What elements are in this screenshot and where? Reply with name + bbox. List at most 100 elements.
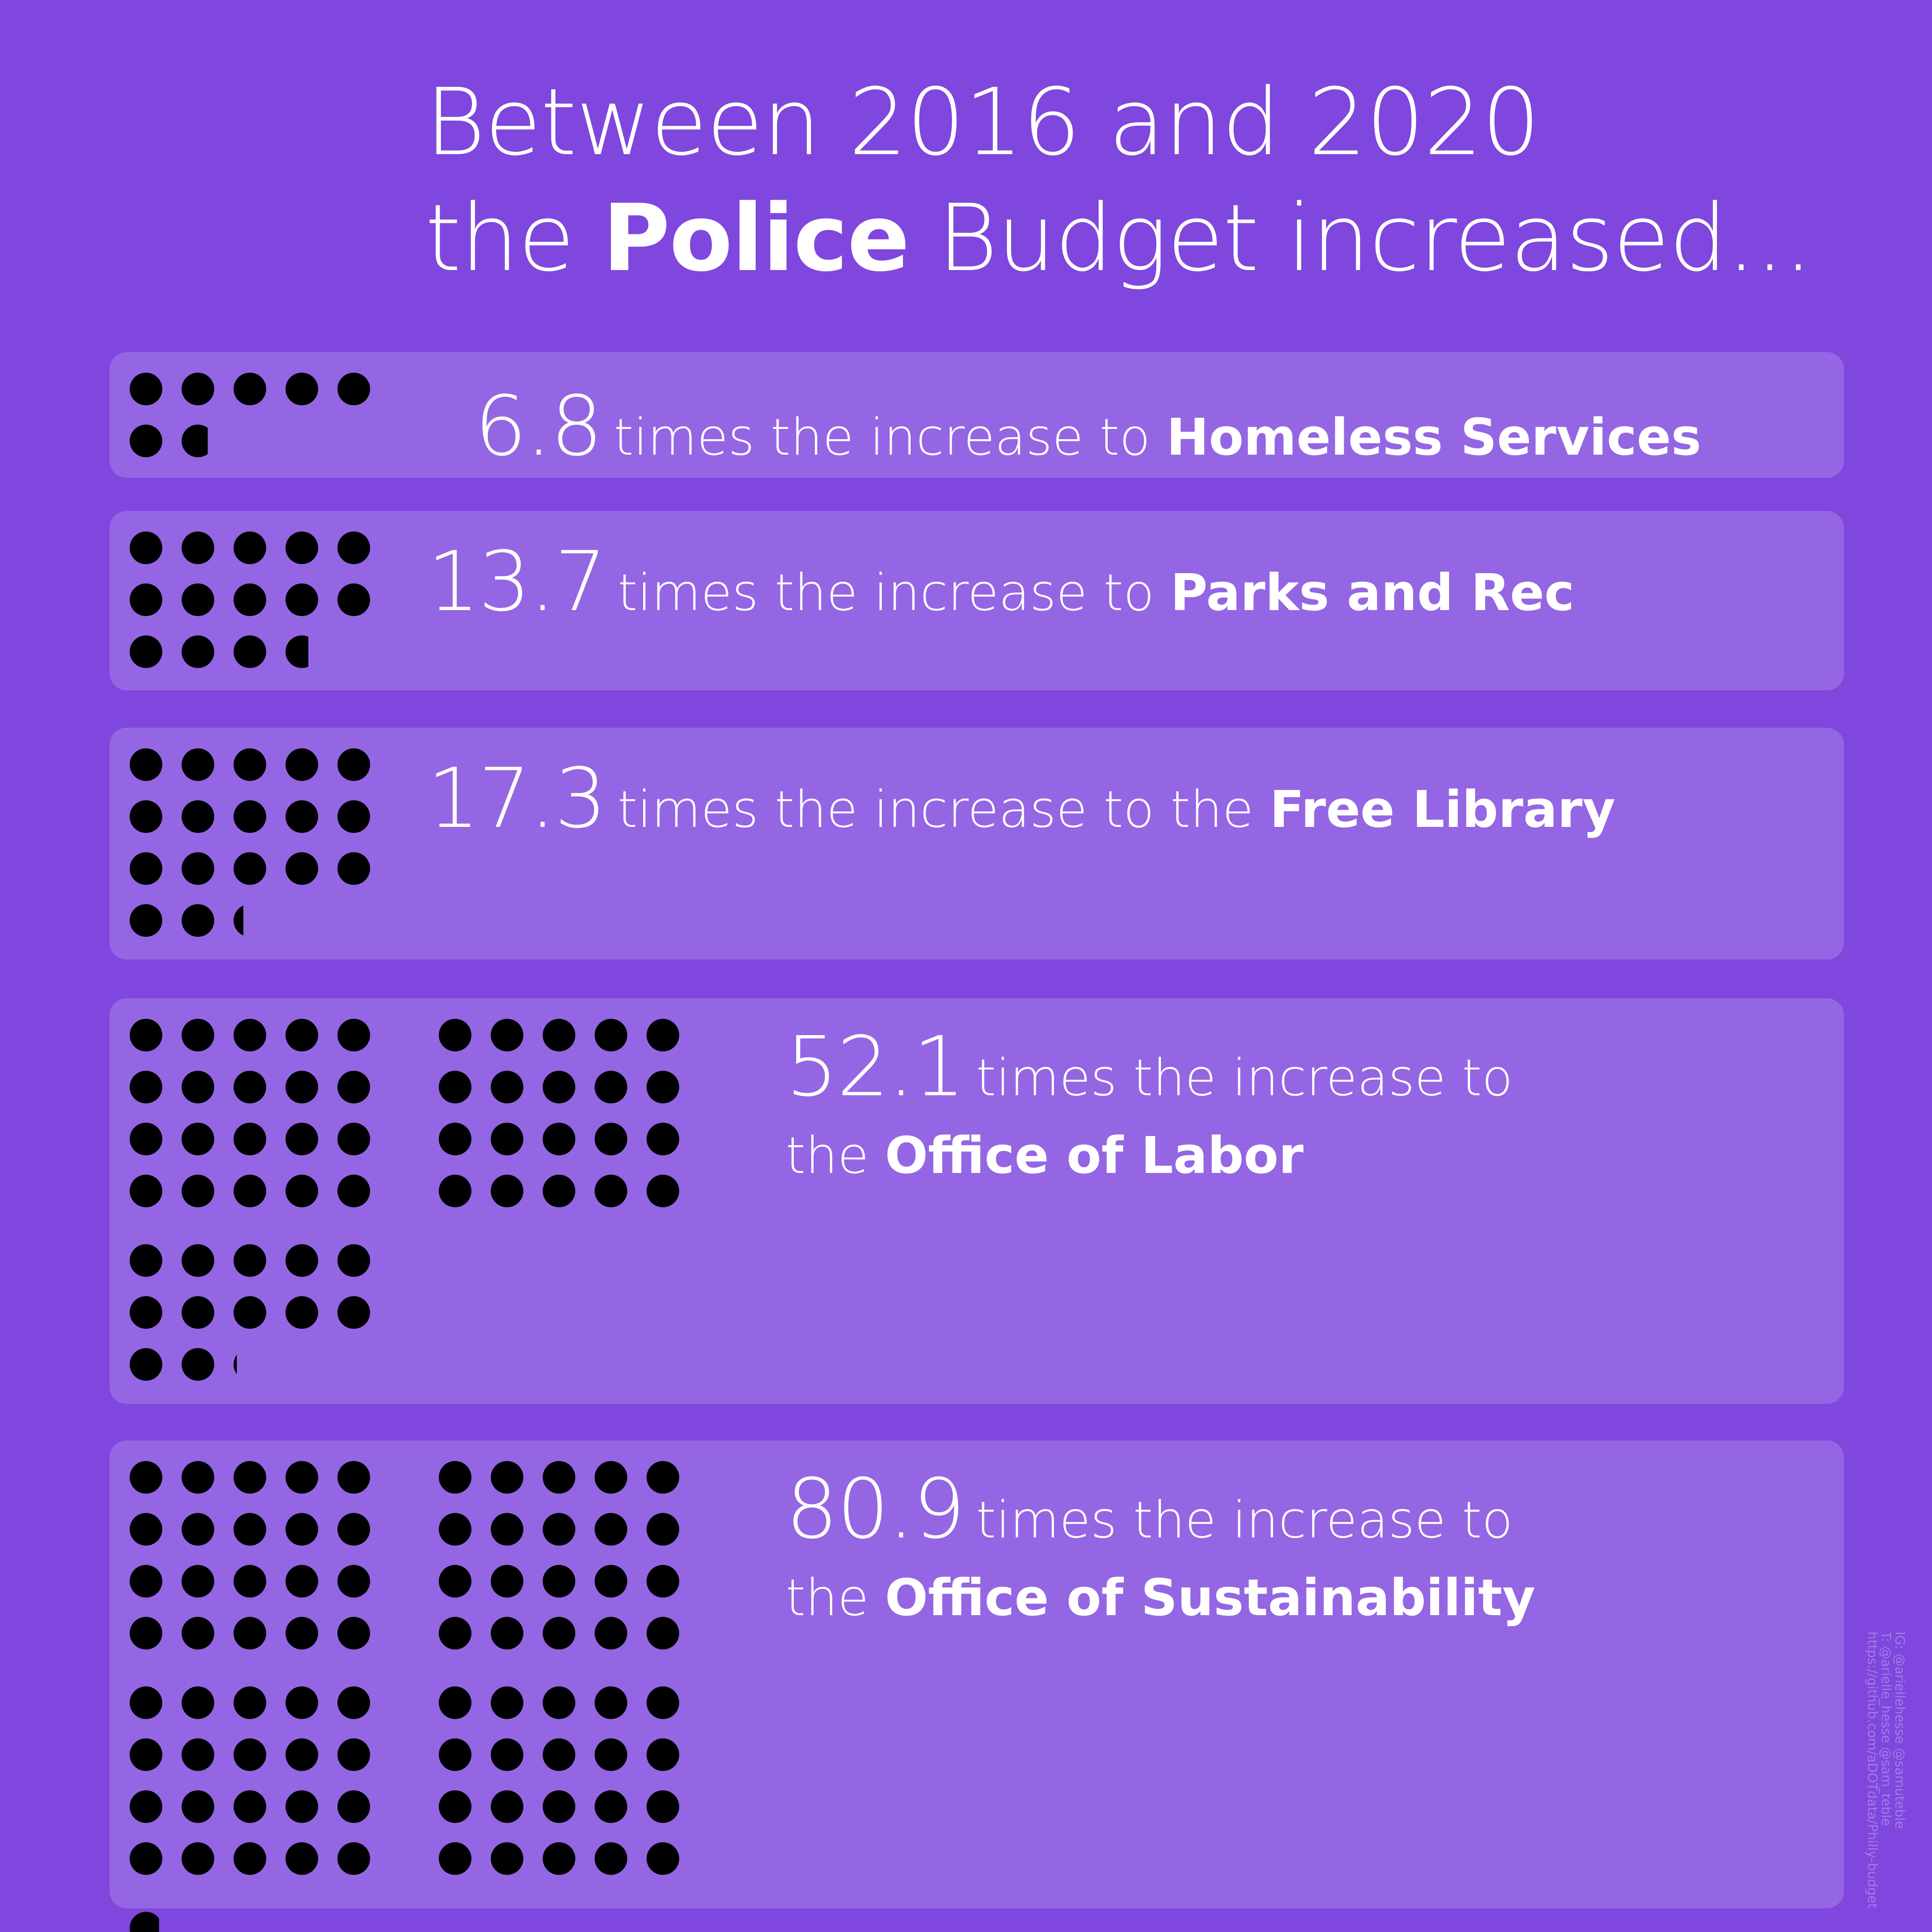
data-dot: [439, 1565, 471, 1598]
data-dot: [491, 1686, 523, 1719]
dot-pictogram: [130, 748, 370, 937]
data-dot: [182, 1175, 214, 1207]
card-free-library: 17.3 times the increase to the Free Libra…: [109, 728, 1844, 960]
data-dot: [647, 1790, 679, 1823]
data-dot: [337, 373, 370, 405]
data-dot: [182, 583, 214, 616]
data-dot: [647, 1565, 679, 1598]
data-dot: [491, 1617, 523, 1649]
data-dot: [491, 1738, 523, 1771]
data-dot: [130, 904, 162, 937]
data-dot: [439, 1123, 471, 1155]
data-dot: [286, 1123, 318, 1155]
data-dot: [182, 852, 214, 885]
data-dot: [286, 800, 318, 833]
data-dot: [130, 1071, 162, 1103]
data-dot: [130, 748, 162, 781]
data-dot: [286, 1790, 318, 1823]
data-dot: [647, 1019, 679, 1051]
data-dot: [234, 1790, 266, 1823]
data-dot: [543, 1513, 575, 1546]
credit-twitter: T: @arielle_hesse @sam_teble: [1878, 1631, 1893, 1826]
data-dot: [595, 1565, 627, 1598]
row-label-line-2: the Office of Sustainability: [786, 1572, 1535, 1623]
data-dot: [647, 1461, 679, 1494]
data-dot: [337, 1738, 370, 1771]
dot-pictogram: [130, 532, 370, 668]
data-dot: [491, 1461, 523, 1494]
data-dot: [286, 1738, 318, 1771]
data-dot: [286, 583, 318, 616]
data-dot: [130, 1565, 162, 1598]
data-dot: [543, 1071, 575, 1103]
data-dot: [337, 1686, 370, 1719]
data-dot: [182, 1513, 214, 1546]
data-dot: [182, 1019, 214, 1051]
card-homeless-services: 6.8 times the increase to Homeless Servic…: [109, 352, 1844, 478]
data-dot: [647, 1738, 679, 1771]
data-dot: [130, 1348, 162, 1381]
data-dot: [234, 532, 266, 564]
data-dot: [337, 1790, 370, 1823]
card-parks-and-rec: 13.7 times the increase to Parks and Rec: [109, 511, 1844, 690]
row-text: times the increase to: [976, 1490, 1513, 1549]
data-dot: [286, 1686, 318, 1719]
data-dot: [234, 635, 266, 668]
data-dot: [491, 1175, 523, 1207]
data-dot: [182, 1461, 214, 1494]
data-dot: [234, 1738, 266, 1771]
data-dot: [439, 1461, 471, 1494]
data-dot: [595, 1123, 627, 1155]
data-dot: [182, 1738, 214, 1771]
data-dot: [337, 1461, 370, 1494]
row-label-line-2: the Office of Labor: [786, 1130, 1513, 1181]
data-dot: [182, 532, 214, 564]
dot-pictogram: [130, 1019, 679, 1381]
partial-data-dot: [130, 1912, 159, 1932]
headline-police: Police: [602, 184, 910, 292]
data-dot: [595, 1686, 627, 1719]
card-office-of-sustainability: 80.9 times the increase to the Office of …: [109, 1440, 1844, 1932]
data-dot: [286, 1565, 318, 1598]
data-dot: [337, 748, 370, 781]
data-dot: [491, 1565, 523, 1598]
row-text: times the increase to: [617, 563, 1154, 622]
data-dot: [130, 1019, 162, 1051]
data-dot: [337, 1842, 370, 1875]
data-dot: [595, 1071, 627, 1103]
row-label: 52.1 times the increase to the Office of …: [786, 1026, 1513, 1181]
data-dot: [439, 1686, 471, 1719]
data-dot: [234, 1123, 266, 1155]
data-dot: [130, 1461, 162, 1494]
data-dot: [337, 852, 370, 885]
data-dot: [286, 852, 318, 885]
headline-post: Budget increased...: [909, 184, 1813, 292]
data-dot: [286, 1513, 318, 1546]
data-dot: [286, 1842, 318, 1875]
row-text-suffix: the: [786, 1126, 869, 1185]
row-label: 6.8 times the increase to Homeless Servic…: [474, 386, 1701, 468]
data-dot: [595, 1790, 627, 1823]
row-department: Homeless Services: [1166, 407, 1701, 467]
data-dot: [182, 1790, 214, 1823]
data-dot: [234, 1842, 266, 1875]
data-dot: [337, 1244, 370, 1277]
data-dot: [286, 373, 318, 405]
row-value: 52.1: [786, 1019, 965, 1115]
row-value: 80.9: [786, 1461, 965, 1557]
data-dot: [439, 1071, 471, 1103]
data-dot: [286, 1617, 318, 1649]
row-label: 13.7 times the increase to Parks and Rec: [427, 541, 1574, 623]
dot-pictogram: [130, 1461, 679, 1932]
data-dot: [130, 373, 162, 405]
data-dot: [286, 1175, 318, 1207]
data-dot: [595, 1738, 627, 1771]
data-dot: [439, 1513, 471, 1546]
data-dot: [439, 1617, 471, 1649]
data-dot: [234, 748, 266, 781]
data-dot: [543, 1123, 575, 1155]
credit-instagram: IG: @ariellehesse @samuteble: [1892, 1631, 1907, 1829]
data-dot: [182, 635, 214, 668]
row-department: Office of Sustainability: [885, 1568, 1536, 1627]
